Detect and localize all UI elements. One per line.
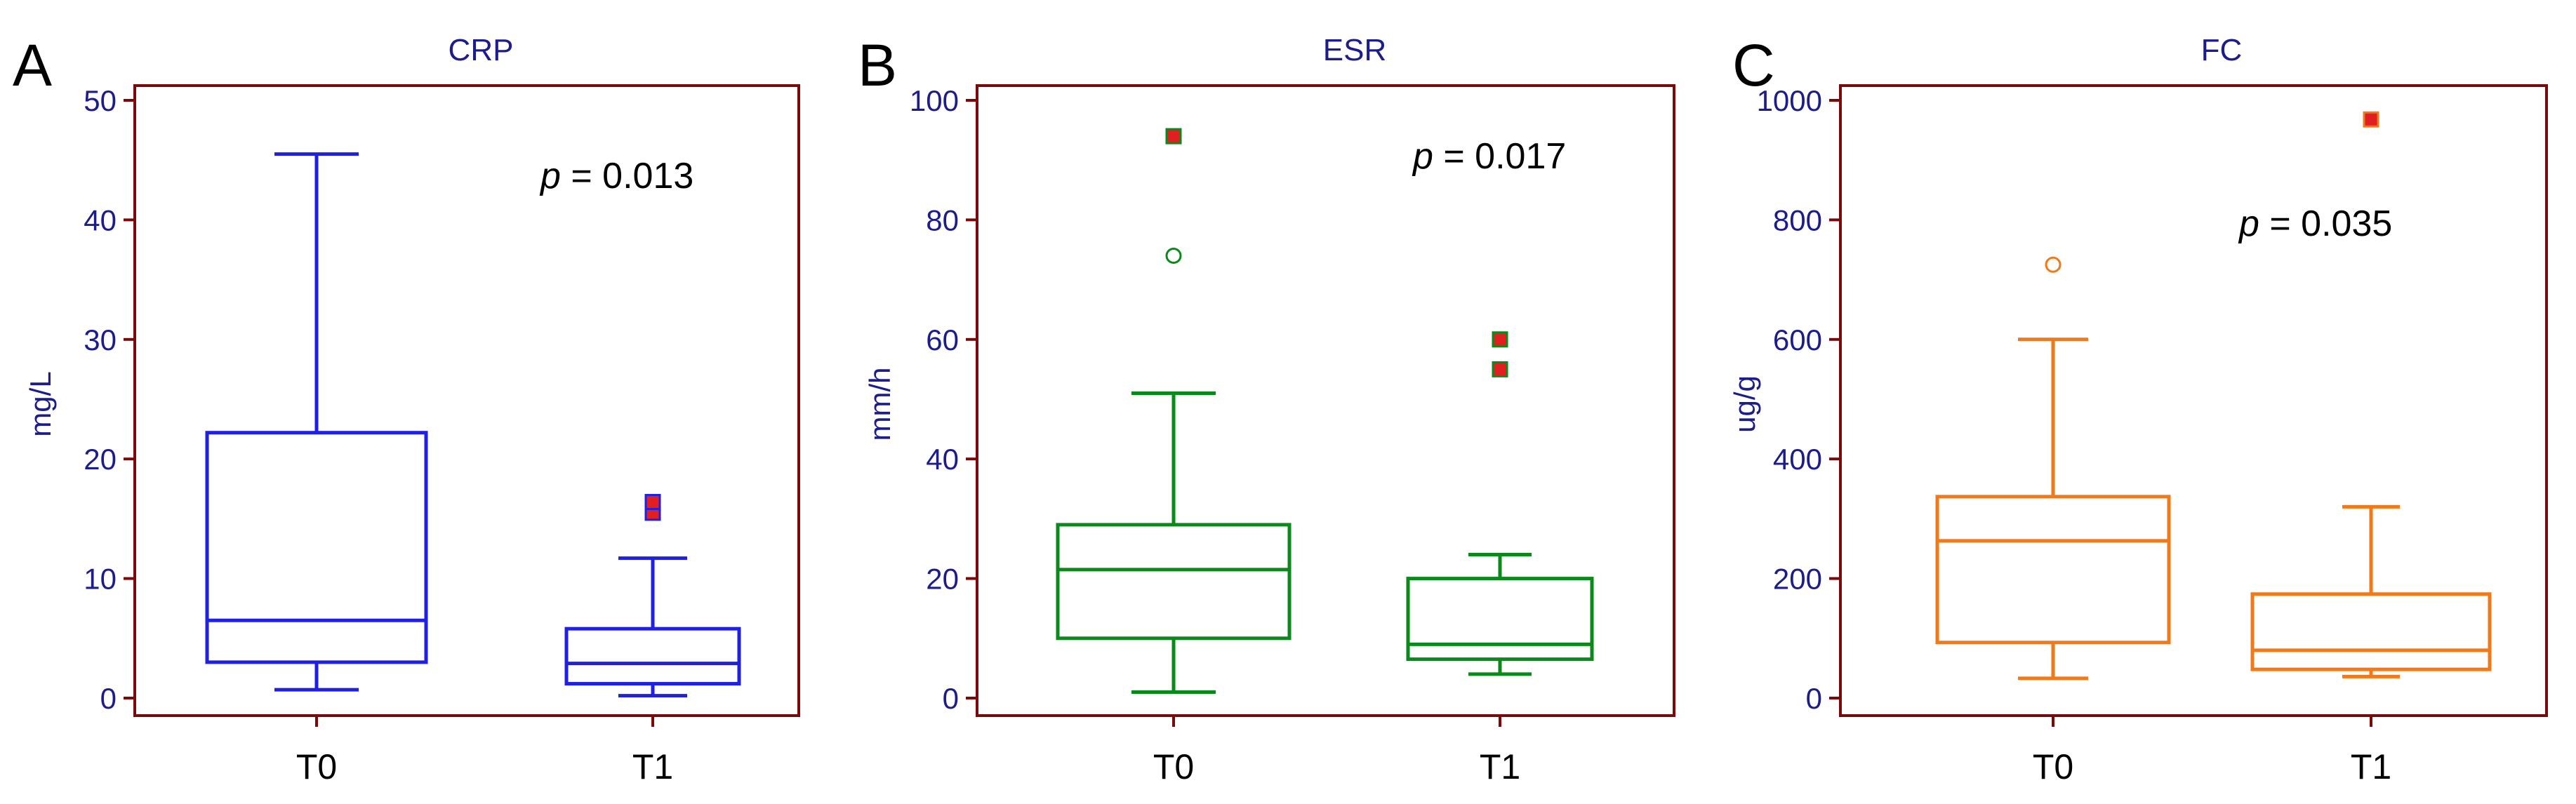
p-value-annotation-a: p = 0.013 — [539, 156, 693, 196]
y-tick-label: 400 — [1773, 443, 1822, 476]
y-tick-label: 600 — [1773, 323, 1822, 356]
p-value-annotation-c: p = 0.035 — [2238, 203, 2392, 244]
y-tick-label: 0 — [943, 682, 959, 715]
interquartile-box — [1406, 577, 1594, 662]
panel-b: B ESR mm/h p = 0.017 T0 T1 0 20 40 60 80 100 — [858, 32, 1675, 786]
panel-letter-c: C — [1732, 32, 1775, 98]
y-tick-label: 0 — [100, 682, 117, 715]
y-tick-label: 100 — [910, 84, 959, 117]
box-t0 — [205, 152, 428, 692]
far-outlier-point — [1165, 128, 1182, 145]
category-label-t0: T0 — [2033, 747, 2073, 786]
p-value-annotation-b: p = 0.017 — [1412, 136, 1566, 177]
y-tick-label: 200 — [1773, 563, 1822, 596]
box-t1 — [1406, 331, 1594, 676]
plot-frame — [976, 84, 1675, 717]
y-tick-label: 60 — [926, 323, 959, 356]
box-t1 — [564, 494, 741, 698]
panel-title-fc: FC — [2201, 33, 2243, 67]
outlier-point — [2045, 256, 2062, 273]
category-label-t1: T1 — [1480, 747, 1520, 786]
interquartile-box — [1935, 495, 2171, 645]
box-t0 — [1935, 256, 2171, 681]
outlier-point — [1165, 248, 1182, 264]
panel-letter-b: B — [858, 32, 897, 98]
y-tick-label: 0 — [1806, 682, 1822, 715]
y-tick-label: 50 — [84, 84, 117, 117]
far-outlier-point — [1492, 361, 1508, 377]
y-axis-label-mm-h: mm/h — [863, 368, 896, 441]
y-tick-label: 10 — [84, 563, 117, 596]
panel-a: A CRP mg/L p = 0.013 T0 T1 0 10 20 30 40 50 — [13, 32, 800, 786]
y-tick-label: 30 — [84, 323, 117, 356]
category-label-t0: T0 — [296, 747, 337, 786]
category-label-t1: T1 — [632, 747, 673, 786]
y-tick-label: 40 — [926, 443, 959, 476]
panel-title-crp: CRP — [449, 33, 514, 67]
interquartile-box — [2250, 592, 2492, 671]
category-label-t0: T0 — [1153, 747, 1194, 786]
y-tick-label: 20 — [84, 443, 117, 476]
box-t0 — [1056, 128, 1292, 694]
y-tick-label: 40 — [84, 203, 117, 236]
panel-letter-a: A — [13, 32, 52, 98]
y-tick-label: 800 — [1773, 203, 1822, 236]
far-outlier-point — [1492, 331, 1508, 348]
plot-frame — [1839, 84, 2548, 717]
far-outlier-point — [644, 494, 661, 511]
panel-c: C FC ug/g p = 0.035 T0 T1 0 200 400 600 800 1… — [1728, 32, 2548, 786]
y-tick-label: 20 — [926, 563, 959, 596]
y-axis-label-ug-g: ug/g — [1728, 375, 1761, 433]
plot-frame — [133, 84, 800, 717]
box-t1 — [2250, 111, 2492, 678]
interquartile-box — [1056, 523, 1292, 641]
y-axis-label-mg-l: mg/L — [24, 371, 57, 436]
interquartile-box — [564, 627, 741, 686]
category-label-t1: T1 — [2351, 747, 2391, 786]
y-tick-label: 80 — [926, 203, 959, 236]
far-outlier-point — [2363, 111, 2379, 128]
y-tick-label: 1000 — [1757, 84, 1822, 117]
panel-title-esr: ESR — [1323, 33, 1386, 67]
interquartile-box — [205, 431, 428, 664]
